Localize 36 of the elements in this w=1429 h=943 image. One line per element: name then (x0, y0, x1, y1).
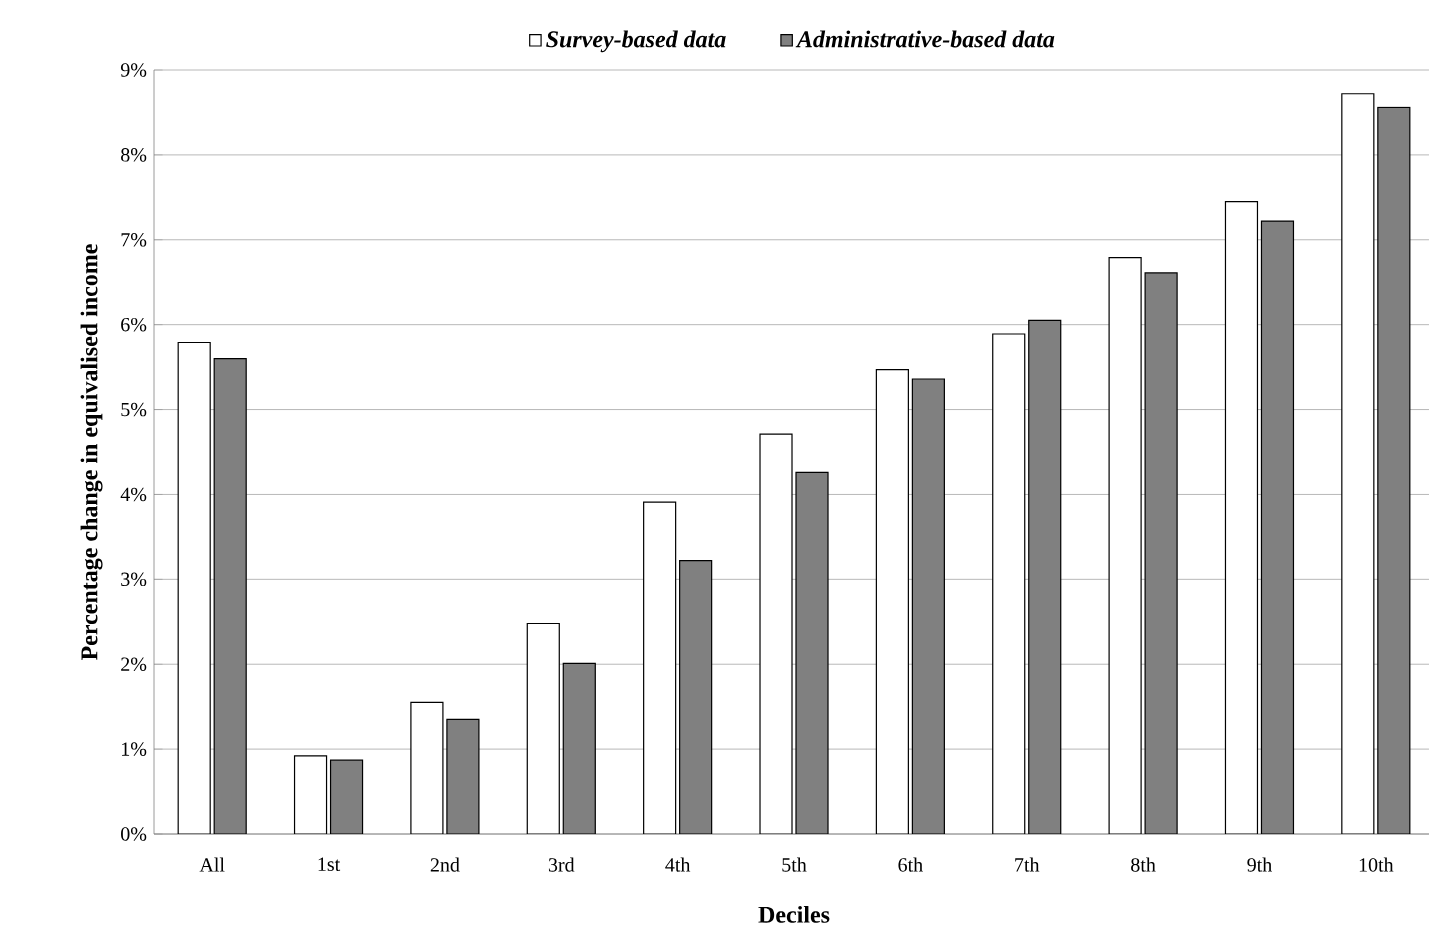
bar (177, 341, 211, 834)
y-tick-label: 9% (120, 63, 147, 77)
x-tick-label: 1st (318, 857, 341, 871)
legend-label: Administrative-based data (795, 30, 1055, 48)
x-axis-title: Deciles (758, 905, 830, 923)
legend-label: Survey-based data (546, 30, 726, 53)
y-tick-label: 5% (121, 402, 147, 417)
x-tick-label: 9th (1247, 857, 1272, 872)
x-tick-label: 8th (1131, 857, 1156, 872)
y-tick-label: 6% (121, 317, 147, 332)
bar (1224, 200, 1259, 834)
bar (992, 333, 1026, 834)
x-tick-label: 5th (782, 857, 807, 872)
x-tick-label: 6th (898, 857, 923, 872)
bar (759, 433, 793, 834)
x-tick-label: 2nd (430, 857, 460, 872)
bar (875, 369, 909, 834)
bar (643, 501, 677, 834)
y-tick-label: 3% (121, 572, 147, 587)
bar (1108, 257, 1142, 834)
y-axis-title: Percentage change in equivalised income (80, 244, 103, 661)
bar (410, 701, 444, 834)
y-tick-label: 4% (120, 487, 147, 502)
x-tick-label: 4th (665, 857, 691, 872)
y-tick-label: 2% (121, 657, 147, 671)
x-tick-label: 7th (1015, 857, 1040, 872)
x-tick-label: 3rd (548, 857, 575, 872)
x-tick-label: All (199, 857, 225, 872)
y-tick-label: 7% (121, 233, 147, 247)
x-tick-label: 10th (1359, 857, 1394, 872)
bar (526, 622, 560, 834)
bar (1341, 93, 1375, 834)
bar (293, 755, 328, 834)
y-tick-label: 0% (121, 827, 147, 841)
y-tick-label: 1% (122, 742, 147, 756)
y-tick-label: 8% (121, 148, 147, 162)
